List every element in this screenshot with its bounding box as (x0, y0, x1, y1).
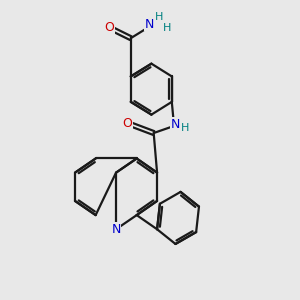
Text: H: H (181, 123, 189, 133)
Text: N: N (111, 223, 121, 236)
Text: H: H (155, 12, 164, 22)
Text: H: H (163, 23, 171, 33)
Text: N: N (145, 17, 154, 31)
Text: O: O (104, 21, 114, 34)
Text: O: O (122, 117, 132, 130)
Text: N: N (171, 118, 180, 131)
